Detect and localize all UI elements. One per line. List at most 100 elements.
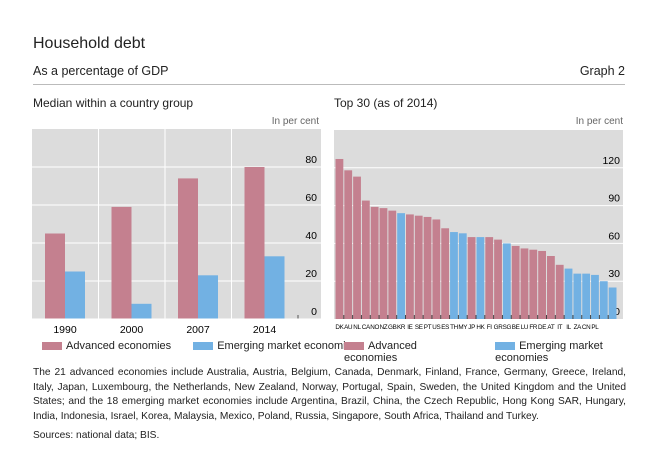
legend-swatch xyxy=(193,342,214,351)
left-legend: Advanced economies Emerging market econo… xyxy=(42,340,357,352)
x-tick-label: NO xyxy=(370,324,379,331)
bar-advanced-2014 xyxy=(244,167,265,319)
y-tick-label: 80 xyxy=(305,154,317,166)
left-chart-title: Median within a country group xyxy=(33,96,194,110)
x-tick-label: KR xyxy=(397,324,406,331)
y-tick-label: 40 xyxy=(305,230,317,242)
x-tick-label: CA xyxy=(362,324,371,331)
bar-NO xyxy=(370,206,379,319)
bar-JP xyxy=(467,237,476,319)
bar-NZ xyxy=(379,208,388,319)
page-title: Household debt xyxy=(33,35,146,52)
graph-label: Graph 2 xyxy=(579,64,625,78)
legend-item-advanced: Advanced economies xyxy=(344,340,473,364)
bar-AU xyxy=(344,170,353,319)
right-legend: Advanced economies Emerging market econo… xyxy=(344,340,659,364)
bar-emerging-1990 xyxy=(65,271,85,319)
bar-ES xyxy=(441,228,450,319)
bar-emerging-2007 xyxy=(198,275,218,319)
bar-IE xyxy=(406,214,414,319)
bar-GB xyxy=(388,210,397,319)
legend-swatch xyxy=(495,342,516,351)
bar-SE xyxy=(414,215,423,319)
legend-label: Advanced economies xyxy=(344,340,417,364)
y-tick-label: 120 xyxy=(602,155,620,167)
x-tick-label: 2014 xyxy=(253,324,277,336)
x-tick-label: GB xyxy=(388,324,397,331)
bar-advanced-2000 xyxy=(111,206,132,319)
bar-LU xyxy=(520,248,529,319)
left-chart-unit: In per cent xyxy=(271,116,319,127)
x-tick-label: SG xyxy=(503,324,512,331)
x-tick-label: BE xyxy=(512,324,520,331)
legend-item-advanced: Advanced economies xyxy=(42,340,171,352)
y-tick-label: 90 xyxy=(608,193,620,205)
legend-swatch xyxy=(42,342,62,351)
right-chart: 0 30 60 90 120 DK AU NL CA NO NZ GB KR IE SE PT US ES TH MY… xyxy=(334,130,623,331)
bar-CN xyxy=(582,273,591,319)
x-tick-label: JP xyxy=(468,324,475,331)
x-tick-label: ZA xyxy=(574,324,583,331)
x-tick-label: IE xyxy=(407,324,412,331)
bar-FR xyxy=(529,249,538,319)
bar-ZA xyxy=(573,273,582,319)
legend-item-emerging: Emerging market economies xyxy=(193,340,357,352)
right-chart-unit: In per cent xyxy=(575,116,623,127)
x-tick-label: ES xyxy=(441,324,449,331)
x-tick-label: 2000 xyxy=(120,324,144,336)
bar-emerging-2014 xyxy=(264,256,285,319)
bar-NL xyxy=(353,176,361,319)
bar-AT xyxy=(547,256,555,319)
bar-DE xyxy=(538,250,546,319)
legend-label: Emerging market economies xyxy=(495,340,603,364)
x-tick-label: AU xyxy=(344,324,353,331)
y-tick-label: 30 xyxy=(608,268,620,280)
bar-SG xyxy=(502,243,511,319)
sources: Sources: national data; BIS. xyxy=(33,430,160,441)
x-tick-label: 2007 xyxy=(186,324,210,336)
bar-FI xyxy=(485,237,494,319)
x-tick-label: IL xyxy=(566,324,571,331)
x-tick-label: TH xyxy=(450,324,459,331)
legend-item-emerging: Emerging market economies xyxy=(495,340,659,364)
x-tick-label: LU xyxy=(521,324,529,331)
y-tick-label: 0 xyxy=(614,306,620,318)
x-tick-label: HK xyxy=(476,324,485,331)
x-tick-label: NL xyxy=(353,324,361,331)
x-tick-label: GR xyxy=(494,324,504,331)
x-tick-label: PT xyxy=(424,324,432,331)
bar-GR xyxy=(494,239,502,319)
bar-PT xyxy=(423,216,432,319)
x-tick-label: DE xyxy=(538,324,546,331)
x-tick-label: CN xyxy=(582,324,591,331)
bar-CA xyxy=(361,200,370,319)
x-tick-label: FR xyxy=(529,324,538,331)
divider xyxy=(33,84,625,85)
legend-swatch xyxy=(344,342,364,351)
x-tick-label: PL xyxy=(591,324,599,331)
bar-advanced-1990 xyxy=(45,233,65,319)
bar-KR xyxy=(397,213,405,319)
x-tick-label: AT xyxy=(547,324,554,331)
y-tick-label: 60 xyxy=(608,230,620,242)
x-tick-label: IT xyxy=(557,324,562,331)
y-tick-label: 60 xyxy=(305,192,317,204)
left-chart: 0 20 40 60 80 1990 2000 2007 2014 xyxy=(32,129,321,336)
bar-IL xyxy=(564,268,573,319)
x-tick-label: US xyxy=(432,324,440,331)
x-tick-label: 1990 xyxy=(53,324,77,336)
bar-TH xyxy=(450,232,458,319)
bar-unlabeled xyxy=(608,287,617,319)
x-tick-label: SE xyxy=(415,324,423,331)
legend-label: Emerging market economies xyxy=(217,340,358,352)
x-tick-label: DK xyxy=(335,324,344,331)
bar-advanced-2007 xyxy=(178,178,198,319)
bar-DK xyxy=(335,158,344,319)
page-subtitle: As a percentage of GDP xyxy=(33,64,169,78)
y-tick-label: 20 xyxy=(305,268,317,280)
bar-PL xyxy=(591,274,599,319)
x-tick-label: MY xyxy=(458,324,468,331)
y-tick-label: 0 xyxy=(311,306,317,318)
x-tick-label: FI xyxy=(487,324,493,331)
